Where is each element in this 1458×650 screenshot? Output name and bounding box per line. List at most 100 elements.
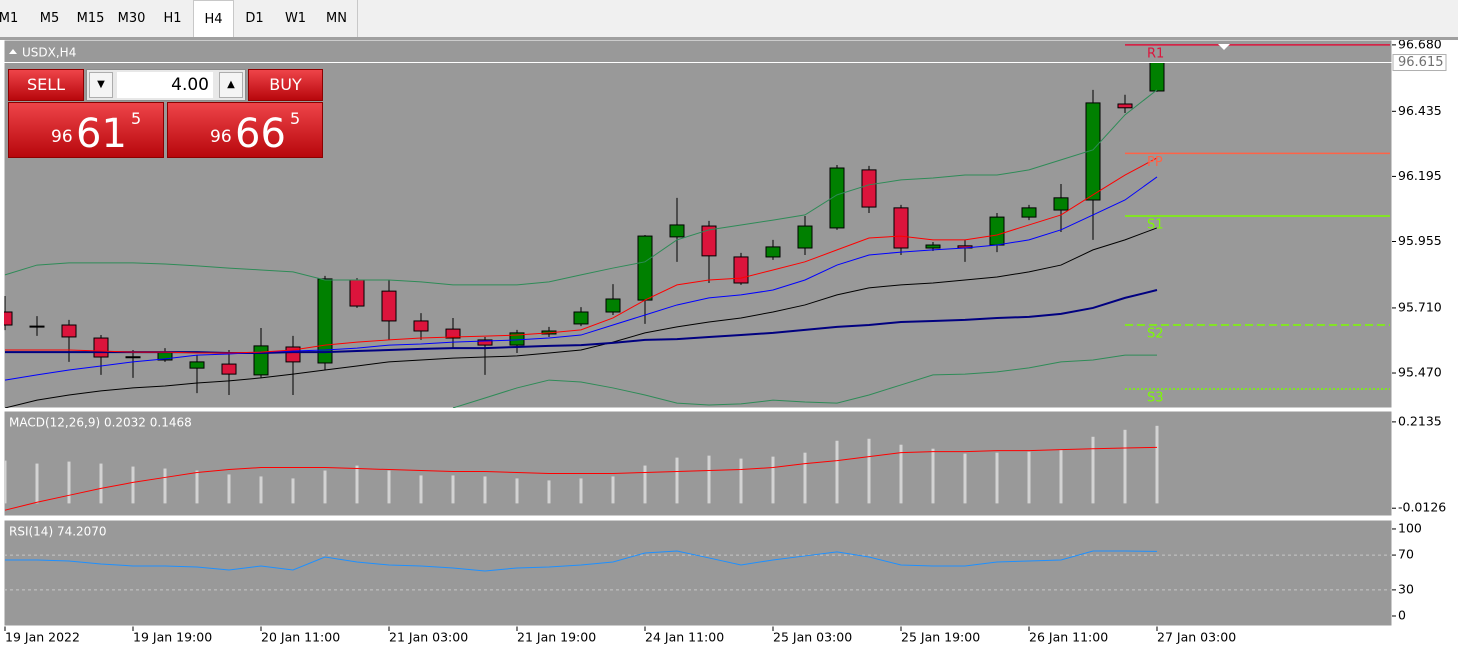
candle-body (93, 337, 109, 358)
candle-body (733, 256, 749, 284)
candle-body (573, 311, 589, 325)
candle-body (221, 363, 237, 375)
plot-area (4, 550, 1392, 591)
candle-body (189, 361, 205, 369)
buy-price[interactable]: 96 66 5 (167, 102, 323, 158)
rsi-line (5, 550, 1158, 572)
macd-bar (1091, 436, 1095, 504)
macd-bar (931, 448, 935, 504)
price-big-figure: 96 (51, 127, 73, 147)
pivot-label: S2 (1147, 327, 1164, 342)
candle-body (637, 235, 653, 301)
macd-bar (643, 465, 647, 504)
candle-body (317, 278, 333, 364)
x-tick-label: 19 Jan 19:00 (133, 630, 212, 645)
macd-bar (963, 453, 967, 504)
panel (3, 519, 1393, 627)
candle-body (1149, 62, 1165, 92)
macd-bar (611, 476, 615, 504)
candle-body (1117, 103, 1133, 109)
x-tick-label: 24 Jan 11:00 (645, 630, 724, 645)
x-tick-label: 27 Jan 03:00 (1157, 630, 1236, 645)
candle-body (509, 332, 525, 346)
candle-body (349, 279, 365, 307)
macd-bar (803, 452, 807, 504)
candle-body (29, 325, 45, 328)
x-tick-label: 19 Jan 2022 (5, 630, 80, 645)
macd-bar (131, 466, 135, 504)
candle-body (797, 225, 813, 249)
ask-marker (1218, 44, 1230, 50)
indicator-line (4, 89, 1158, 286)
candle-body (861, 169, 877, 208)
y-tick-label: 95.470 (1398, 365, 1442, 380)
macd-bar (259, 476, 263, 504)
macd-bar (195, 470, 199, 504)
candle-body (381, 290, 397, 322)
lot-size-field: ▼ 4.00 ▲ (86, 69, 246, 101)
macd-bar (899, 444, 903, 504)
panel-title: USDX,H4 (22, 46, 76, 60)
timeframe-tab[interactable]: M15 (76, 11, 105, 26)
sell-price[interactable]: 96 61 5 (8, 102, 164, 158)
x-tick-label: 20 Jan 11:00 (261, 630, 340, 645)
macd-bar (1059, 449, 1063, 504)
current-price-box (1392, 54, 1447, 72)
candle-body (125, 356, 141, 359)
y-tick-label: 70 (1398, 547, 1414, 562)
macd-bar (451, 475, 455, 504)
pivot-label: S3 (1147, 391, 1164, 406)
pivot-label: R1 (1147, 46, 1164, 61)
macd-bar (707, 455, 711, 504)
panel-title: MACD(12,26,9) 0.2032 0.1468 (9, 416, 192, 430)
indicator-line (4, 227, 1158, 408)
macd-bar (1155, 425, 1159, 504)
candle-body (893, 207, 909, 249)
macd-bar (419, 475, 423, 504)
timeframe-tab[interactable]: H4 (193, 0, 234, 37)
plot-area (4, 44, 1392, 408)
lot-value[interactable]: 4.00 (117, 72, 213, 98)
y-tick-label: 95.955 (1398, 233, 1442, 248)
candle-body (413, 320, 429, 332)
lot-increase[interactable]: ▲ (219, 72, 243, 98)
price-fraction: 5 (290, 109, 301, 128)
macd-bar (1027, 451, 1031, 504)
y-tick-label: 96.195 (1398, 168, 1442, 183)
timeframe-tab[interactable]: D1 (245, 11, 264, 26)
timeframe-tab[interactable]: M1 (0, 11, 19, 26)
sell-button[interactable]: SELL (8, 69, 84, 101)
candle-body (605, 298, 621, 313)
panel (3, 410, 1393, 517)
candle-body (253, 345, 269, 376)
timeframe-tab[interactable]: MN (326, 11, 347, 26)
candle-body (445, 328, 461, 339)
pivot-label: S1 (1147, 218, 1164, 233)
candle-body (669, 224, 685, 238)
macd-bar (867, 438, 871, 504)
candle-body (4, 311, 13, 326)
candle-body (701, 225, 717, 257)
macd-bar (547, 480, 551, 504)
timeframe-tab[interactable]: H1 (163, 11, 182, 26)
timeframe-tab[interactable]: M30 (117, 11, 146, 26)
timeframe-tab[interactable]: W1 (284, 11, 307, 26)
candle-body (829, 167, 845, 229)
candle-body (765, 246, 781, 258)
timeframe-tab[interactable]: M5 (39, 11, 60, 26)
macd-bar (675, 457, 679, 504)
price-fraction: 5 (131, 109, 142, 128)
candle-body (1085, 102, 1101, 201)
macd-bar (355, 465, 359, 504)
macd-bar (163, 468, 167, 504)
macd-bar (227, 474, 231, 504)
current-price-label: 96.615 (1398, 55, 1444, 70)
macd-bar (995, 452, 999, 504)
y-tick-label: 96.435 (1398, 103, 1442, 118)
price-big-figure: 96 (210, 127, 232, 147)
macd-bar (739, 458, 743, 504)
y-tick-label: 95.710 (1398, 299, 1442, 314)
buy-button[interactable]: BUY (248, 69, 323, 101)
lot-decrease[interactable]: ▼ (89, 72, 113, 98)
